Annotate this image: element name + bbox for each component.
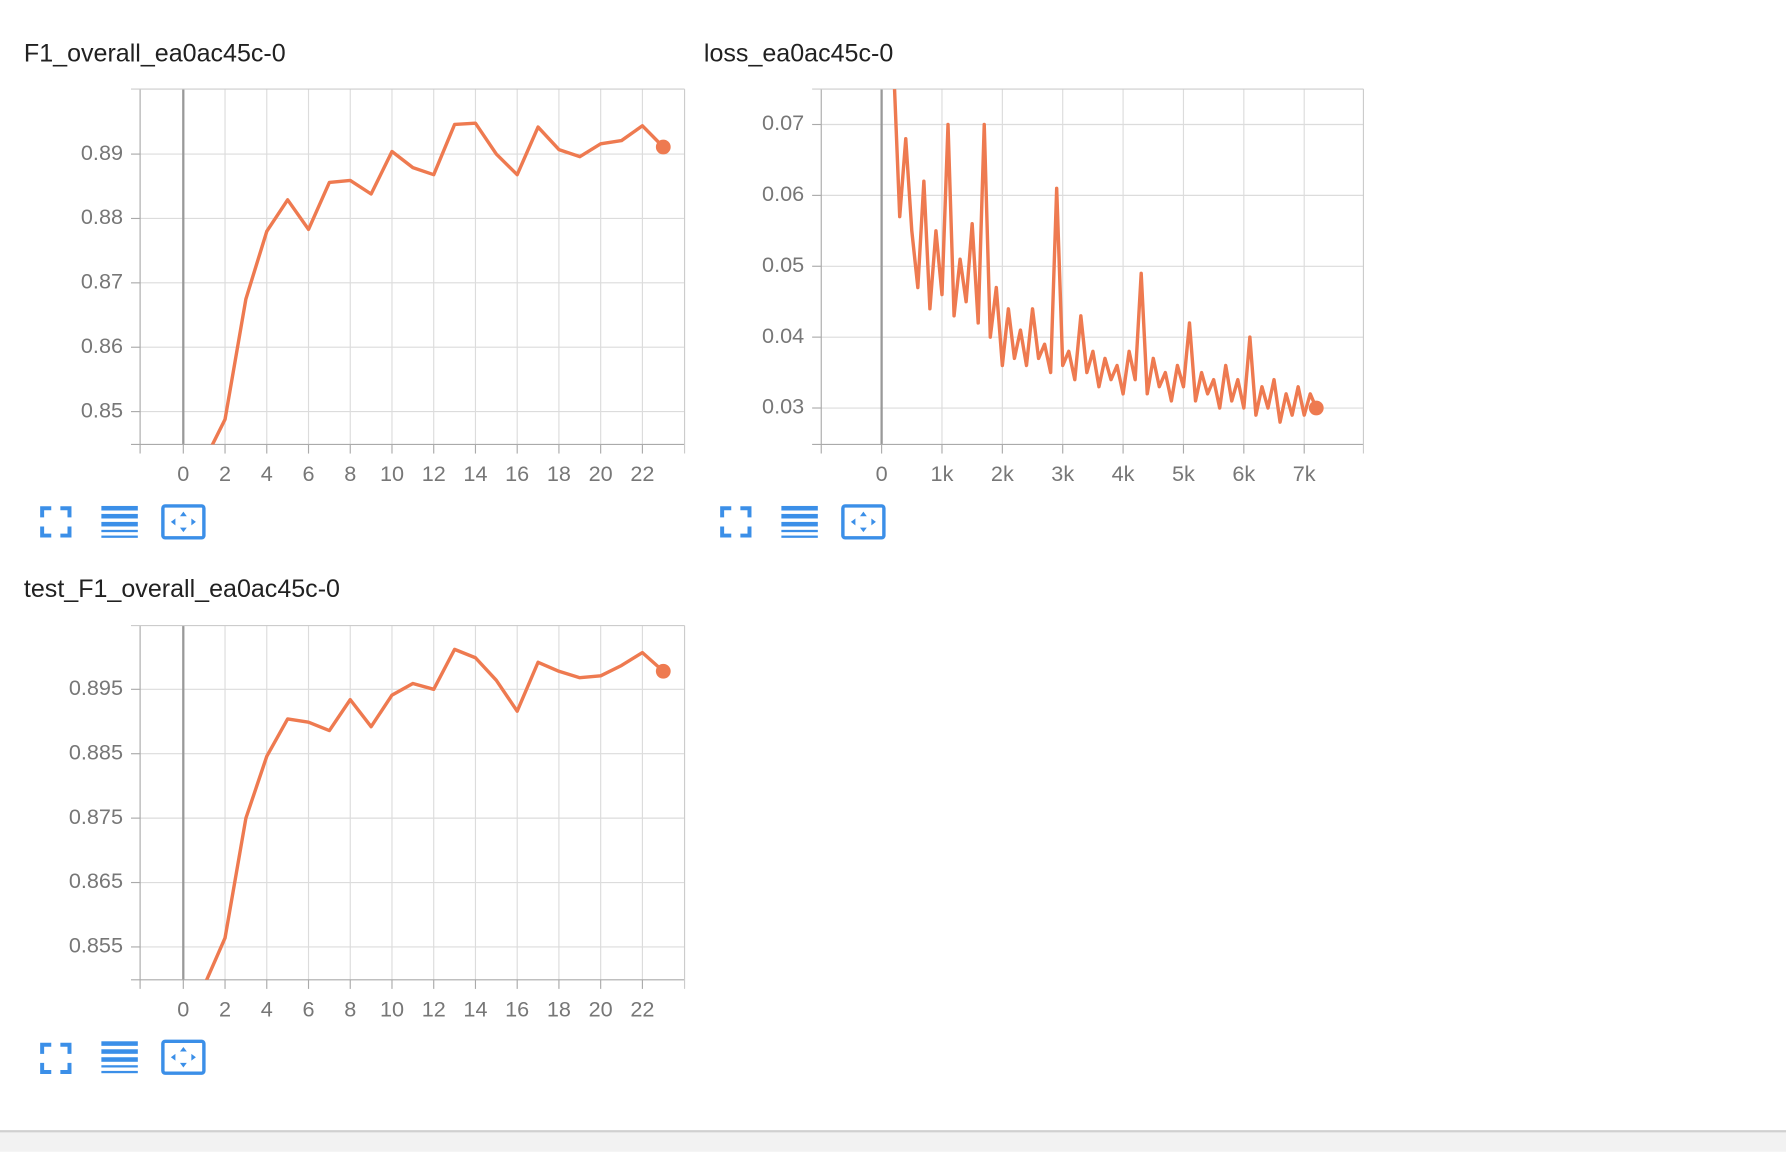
data-table-button[interactable]: [781, 505, 818, 538]
x-tick-label: 14: [463, 461, 487, 486]
chart-title: test_F1_overall_ea0ac45c-0: [24, 575, 340, 603]
plot: [892, 89, 1318, 424]
data-table-button[interactable]: [101, 1041, 138, 1074]
fullscreen-button[interactable]: [720, 506, 752, 538]
x-tick-label: 22: [630, 996, 654, 1021]
x-tick-label: 0: [177, 461, 189, 486]
x-tick-label: 10: [380, 461, 404, 486]
fit-domain-button[interactable]: [161, 1039, 206, 1075]
y-tick-label: 0.88: [81, 204, 123, 229]
x-tick-label: 6: [302, 461, 314, 486]
last-point: [1308, 400, 1324, 416]
chart-card: F1_overall_ea0ac45c-0 0.85 0.86 0.87 0.88 0.8…: [24, 40, 686, 486]
y-tick-label: 0.885: [69, 739, 123, 764]
x-tick-label: 14: [463, 996, 487, 1021]
x-tick-label: 1k: [931, 461, 954, 486]
x-tick-label: 7k: [1293, 461, 1316, 486]
chart-title: F1_overall_ea0ac45c-0: [24, 40, 286, 68]
x-tick-label: 16: [505, 461, 529, 486]
y-tick-label: 0.04: [762, 323, 804, 348]
y-tick-label: 0.865: [69, 868, 123, 893]
y-tick-label: 0.89: [81, 140, 123, 165]
fullscreen-button[interactable]: [40, 506, 72, 538]
fullscreen-button[interactable]: [40, 1042, 72, 1075]
y-tick-label: 0.87: [81, 269, 123, 294]
x-tick-label: 8: [344, 461, 356, 486]
last-point: [655, 139, 671, 155]
x-tick-label: 0: [177, 996, 189, 1021]
x-tick-label: 3k: [1051, 461, 1074, 486]
data-line: [210, 121, 665, 445]
y-tick-label: 0.85: [81, 397, 123, 422]
chart-title: loss_ea0ac45c-0: [704, 40, 893, 68]
x-tick-label: 16: [505, 996, 529, 1021]
x-tick-label: 2: [219, 461, 231, 486]
x-tick-label: 20: [589, 461, 613, 486]
x-tick-label: 4: [261, 461, 273, 486]
x-tick-label: 12: [422, 996, 446, 1021]
y-tick-label: 0.855: [69, 933, 123, 958]
plot: [210, 121, 665, 445]
x-tick-label: 0: [876, 461, 888, 486]
data-line: [204, 647, 665, 980]
data-line: [892, 89, 1318, 424]
x-tick-label: 6: [302, 996, 314, 1021]
y-tick-label: 0.03: [762, 394, 804, 419]
x-tick-label: 5k: [1172, 461, 1195, 486]
y-tick-label: 0.86: [81, 333, 123, 358]
x-tick-label: 4: [261, 996, 273, 1021]
y-tick-label: 0.06: [762, 181, 804, 206]
x-tick-label: 10: [380, 996, 404, 1021]
x-tick-label: 4k: [1112, 461, 1135, 486]
x-tick-label: 2: [219, 996, 231, 1021]
x-tick-label: 8: [344, 996, 356, 1021]
fit-domain-button[interactable]: [161, 504, 206, 540]
x-tick-label: 18: [547, 461, 571, 486]
y-tick-label: 0.07: [762, 110, 804, 135]
x-tick-label: 18: [547, 996, 571, 1021]
x-tick-label: 22: [630, 461, 654, 486]
x-tick-label: 6k: [1232, 461, 1255, 486]
x-tick-label: 12: [422, 461, 446, 486]
plot: [204, 647, 665, 980]
y-tick-label: 0.05: [762, 252, 804, 277]
y-tick-label: 0.875: [69, 804, 123, 829]
y-tick-label: 0.895: [69, 675, 123, 700]
fit-domain-button[interactable]: [841, 504, 886, 540]
scrollbar-track: [0, 1131, 1786, 1152]
x-tick-label: 2k: [991, 461, 1014, 486]
last-point: [655, 663, 671, 679]
data-table-button[interactable]: [101, 505, 138, 538]
chart-card: test_F1_overall_ea0ac45c-0 0.855 0.865 0.87…: [24, 575, 686, 1021]
x-tick-label: 20: [589, 996, 613, 1021]
chart-card: loss_ea0ac45c-0 0.03 0.04 0.05 0.06 0.07 0 1k 2k…: [704, 40, 1364, 486]
